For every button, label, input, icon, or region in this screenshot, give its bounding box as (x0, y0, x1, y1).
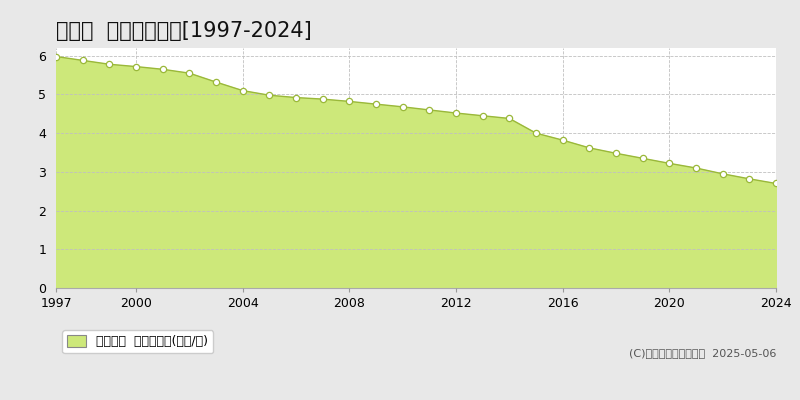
Legend: 基準地価  平均坪単価(万円/坪): 基準地価 平均坪単価(万円/坪) (62, 330, 213, 353)
Text: 伊仙町  基準地価推移[1997-2024]: 伊仙町 基準地価推移[1997-2024] (56, 21, 312, 41)
Text: (C)土地価格ドットコム  2025-05-06: (C)土地価格ドットコム 2025-05-06 (629, 348, 776, 358)
